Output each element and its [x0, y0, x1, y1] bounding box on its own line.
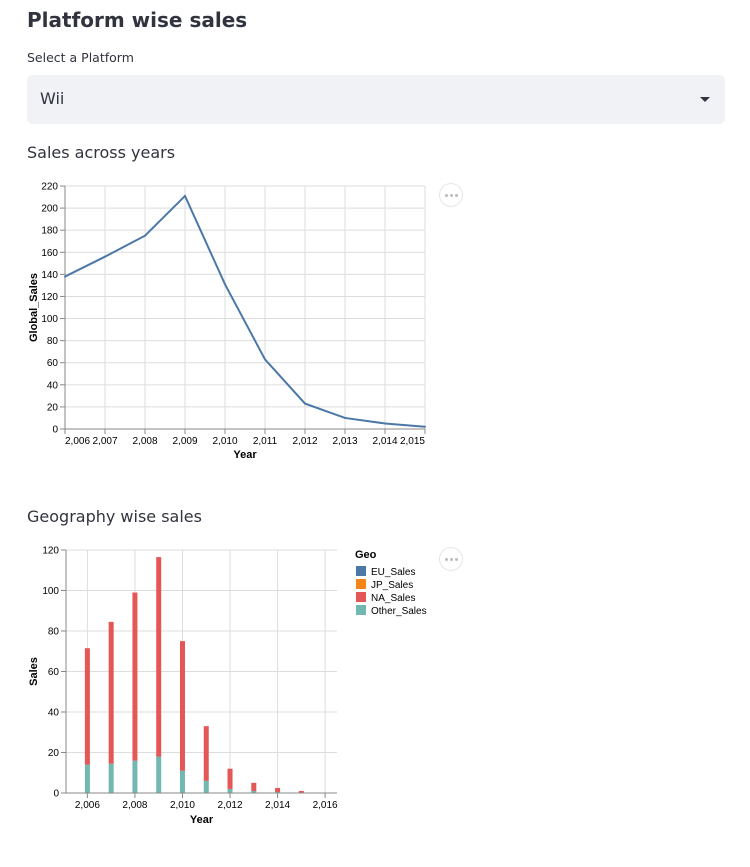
y-tick-label: 40 [47, 380, 59, 391]
page-title: Platform wise sales [27, 8, 248, 32]
x-tick-label: 2,012 [292, 436, 317, 447]
bar-other-sales [275, 791, 281, 793]
chevron-down-icon [700, 97, 710, 102]
y-tick-label: 60 [47, 358, 59, 369]
legend-swatch [356, 579, 366, 589]
x-tick-label: 2,015 [400, 436, 425, 447]
y-tick-label: 60 [48, 667, 60, 678]
bar-na-sales [251, 782, 257, 791]
bar-other-sales [203, 780, 209, 793]
y-tick-label: 20 [48, 748, 60, 759]
line-chart-section-title: Sales across years [27, 143, 176, 162]
x-tick-label: 2,016 [313, 800, 338, 811]
bar-other-sales [156, 756, 162, 793]
legend-label: EU_Sales [371, 567, 415, 578]
bar-other-sales [108, 763, 114, 793]
line-chart: 0 20 40 60 80 100 120 140 160 180 200 220 2,006 2,007… [28, 182, 426, 461]
y-axis-title: Global_Sales [28, 273, 40, 342]
bar-na-sales [298, 790, 304, 793]
bar-other-sales [179, 770, 185, 793]
x-axis-title: Year [233, 449, 257, 461]
y-axis-title: Sales [28, 657, 40, 686]
y-tick-label: 80 [48, 627, 60, 638]
y-tick-label: 100 [42, 586, 59, 597]
y-tick-label: 160 [41, 248, 58, 259]
bar-chart: 0 20 40 60 80 100 120 2,006 2,008 2,010 2,012 2,014… [28, 546, 427, 827]
x-tick-label: 2,013 [332, 436, 357, 447]
bar-na-sales [179, 641, 185, 771]
y-tick-label: 40 [48, 708, 60, 719]
legend-label: JP_Sales [371, 580, 413, 591]
bar-chart-more-icon[interactable] [439, 547, 463, 571]
y-tick-label: 20 [47, 402, 59, 413]
line-point [224, 283, 226, 286]
bar-na-sales [132, 592, 138, 761]
legend-swatch [356, 605, 366, 615]
bar-other-sales [227, 788, 233, 793]
bar-chart-section-title: Geography wise sales [27, 507, 202, 526]
line-point [264, 358, 266, 361]
y-tick-label: 140 [41, 270, 58, 281]
platform-select[interactable]: Wii [27, 75, 725, 124]
bar-na-sales [156, 557, 162, 757]
platform-select-label: Select a Platform [27, 50, 134, 65]
line-point [104, 255, 106, 258]
bar-na-sales [275, 787, 281, 792]
x-tick-label: 2,008 [132, 436, 157, 447]
x-axis-title: Year [190, 814, 214, 826]
line-point [384, 422, 386, 425]
x-tick-label: 2,014 [265, 800, 290, 811]
line-point [424, 425, 426, 428]
bar-other-sales [251, 790, 257, 793]
legend-label: Other_Sales [371, 606, 427, 617]
global-sales-line [64, 194, 426, 428]
y-tick-label: 200 [41, 204, 58, 215]
x-tick-label: 2,011 [253, 436, 278, 447]
bar-na-sales [84, 648, 90, 765]
platform-select-value: Wii [40, 89, 65, 108]
line-point [184, 194, 186, 197]
x-tick-label: 2,009 [172, 436, 197, 447]
legend-label: NA_Sales [371, 593, 415, 604]
legend-swatch [356, 566, 366, 576]
line-point [144, 234, 146, 237]
x-tick-label: 2,008 [122, 800, 147, 811]
legend-title: Geo [355, 549, 377, 561]
y-tick-label: 80 [47, 336, 59, 347]
x-tick-label: 2,007 [92, 436, 117, 447]
x-tick-label: 2,010 [170, 800, 195, 811]
x-tick-label: 2,006 [65, 436, 90, 447]
legend-swatch [356, 592, 366, 602]
x-tick-label: 2,012 [218, 800, 243, 811]
bar-na-sales [203, 726, 209, 781]
x-tick-label: 2,010 [212, 436, 237, 447]
bar-other-sales [132, 760, 138, 793]
y-tick-label: 0 [53, 789, 59, 800]
line-point [344, 416, 346, 419]
y-tick-label: 0 [52, 425, 58, 436]
bar-na-sales [227, 768, 233, 789]
bar-na-sales [108, 621, 114, 764]
y-tick-label: 120 [41, 292, 58, 303]
line-point [304, 402, 306, 405]
y-tick-label: 100 [41, 314, 58, 325]
line-chart-more-icon[interactable] [439, 183, 463, 207]
x-tick-label: 2,006 [75, 800, 100, 811]
x-tick-label: 2,014 [372, 436, 397, 447]
y-tick-label: 220 [41, 182, 58, 193]
bar-other-sales [84, 764, 90, 793]
y-tick-label: 120 [42, 546, 59, 557]
y-tick-label: 180 [41, 226, 58, 237]
line-point [64, 275, 66, 278]
